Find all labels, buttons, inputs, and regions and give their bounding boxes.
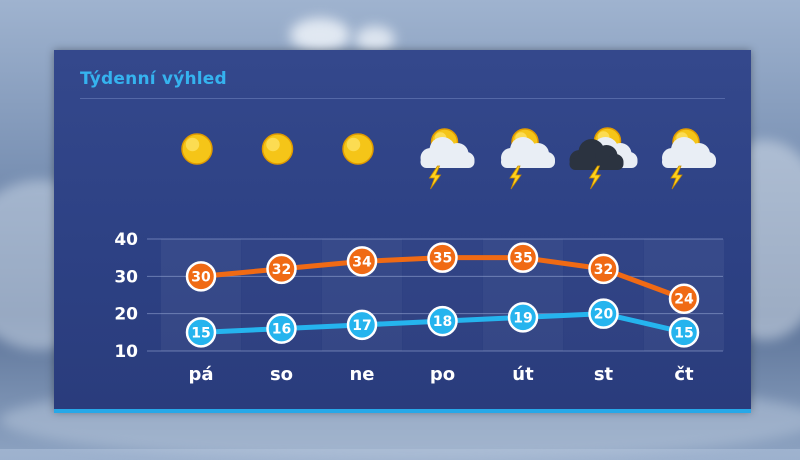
- data-label: 17: [352, 318, 371, 334]
- data-label: 30: [191, 269, 211, 285]
- data-point: [588, 298, 619, 329]
- background-cloud: [355, 26, 395, 52]
- y-tick-label: 40: [114, 230, 138, 250]
- data-label: 24: [674, 292, 694, 308]
- data-label: 15: [191, 325, 210, 341]
- sun-icon: [342, 133, 374, 165]
- y-tick-label: 30: [114, 267, 138, 287]
- data-point: [266, 253, 297, 285]
- cloud-icon: [420, 137, 475, 168]
- data-label: 16: [272, 322, 291, 338]
- forecast-chart: 10 20 30 40 pá so ne po út st čt 30 32 34 35 35 32 24 15 16…: [114, 127, 724, 385]
- data-point: [346, 246, 378, 277]
- y-tick-label: 20: [114, 305, 138, 325]
- day-label: po: [430, 364, 455, 385]
- day-label: st: [594, 364, 614, 385]
- data-point: [507, 302, 539, 333]
- lightning-icon: [588, 165, 602, 190]
- day-label: ne: [349, 364, 374, 385]
- data-point: [185, 317, 217, 348]
- data-point: [427, 305, 458, 337]
- data-label: 32: [272, 262, 291, 278]
- sun-icon: [181, 133, 213, 165]
- lightning-icon: [428, 165, 442, 190]
- data-point: [668, 317, 700, 348]
- day-label: čt: [674, 364, 694, 385]
- cloud-icon: [662, 137, 716, 168]
- forecast-panel: Týdenní výhled 10 20 30 40 pá so ne po út st čt 30 3…: [54, 50, 751, 412]
- data-label: 19: [513, 310, 532, 326]
- data-label: 35: [513, 251, 532, 267]
- data-label: 20: [594, 307, 614, 323]
- dark-cloud-icon: [569, 139, 624, 170]
- data-label: 15: [674, 325, 693, 341]
- data-label: 32: [594, 262, 613, 278]
- background-cloud: [290, 18, 350, 52]
- page-title: Týdenní výhled: [80, 69, 227, 89]
- cloud-icon: [501, 137, 555, 168]
- data-point: [427, 242, 458, 273]
- lightning-icon: [670, 165, 683, 190]
- lightning-icon: [509, 165, 522, 190]
- data-point: [185, 261, 217, 292]
- data-label: 18: [433, 314, 452, 330]
- title-divider: [80, 98, 725, 99]
- data-point: [346, 309, 378, 341]
- data-label: 34: [352, 254, 372, 270]
- data-point: [507, 242, 539, 273]
- data-point: [668, 283, 700, 314]
- day-label: út: [512, 364, 534, 385]
- y-tick-label: 10: [114, 342, 138, 362]
- data-label: 35: [433, 251, 452, 267]
- sun-icon: [261, 133, 294, 165]
- data-point: [588, 253, 619, 285]
- day-label: so: [270, 364, 293, 385]
- data-point: [266, 313, 297, 344]
- panel-bottom-bar: [54, 409, 751, 413]
- day-label: pá: [188, 364, 213, 385]
